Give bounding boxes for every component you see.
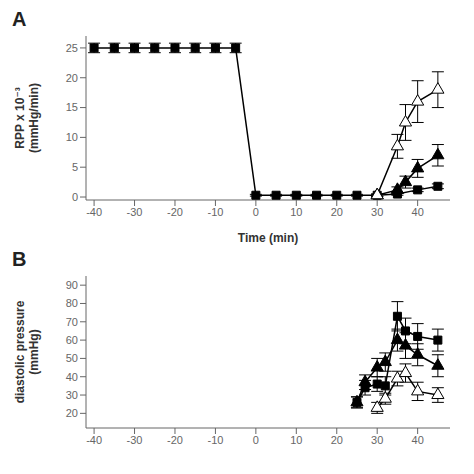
- svg-text:0: 0: [253, 434, 259, 446]
- svg-text:25: 25: [66, 42, 78, 54]
- svg-text:10: 10: [66, 131, 78, 143]
- svg-text:40: 40: [412, 206, 424, 218]
- svg-text:-10: -10: [207, 206, 223, 218]
- svg-text:-30: -30: [127, 434, 143, 446]
- svg-text:20: 20: [331, 434, 343, 446]
- svg-text:60: 60: [66, 334, 78, 346]
- svg-text:10: 10: [290, 434, 302, 446]
- svg-text:0: 0: [72, 191, 78, 203]
- svg-text:15: 15: [66, 101, 78, 113]
- svg-text:20: 20: [331, 206, 343, 218]
- svg-text:10: 10: [290, 206, 302, 218]
- svg-text:70: 70: [66, 316, 78, 328]
- svg-text:50: 50: [66, 352, 78, 364]
- svg-text:5: 5: [72, 161, 78, 173]
- svg-text:20: 20: [66, 72, 78, 84]
- svg-text:-20: -20: [167, 434, 183, 446]
- svg-text:0: 0: [253, 206, 259, 218]
- svg-text:RPP x 10⁻³(mmHg/min): RPP x 10⁻³(mmHg/min): [13, 83, 41, 153]
- svg-text:30: 30: [371, 206, 383, 218]
- svg-text:-40: -40: [86, 434, 102, 446]
- svg-text:-20: -20: [167, 206, 183, 218]
- html-text:A: A: [12, 8, 27, 30]
- svg-text:diastolic pressure(mmHg): diastolic pressure(mmHg): [13, 300, 41, 403]
- svg-text:30: 30: [371, 434, 383, 446]
- svg-text:-40: -40: [86, 206, 102, 218]
- svg-text:40: 40: [66, 371, 78, 383]
- svg-text:-10: -10: [207, 434, 223, 446]
- svg-text:80: 80: [66, 297, 78, 309]
- svg-text:30: 30: [66, 389, 78, 401]
- svg-text:-30: -30: [127, 206, 143, 218]
- svg-text:20: 20: [66, 407, 78, 419]
- svg-text:90: 90: [66, 279, 78, 291]
- svg-text:Time (min): Time (min): [238, 231, 298, 245]
- svg-text:40: 40: [412, 434, 424, 446]
- html-text:B: B: [12, 248, 27, 270]
